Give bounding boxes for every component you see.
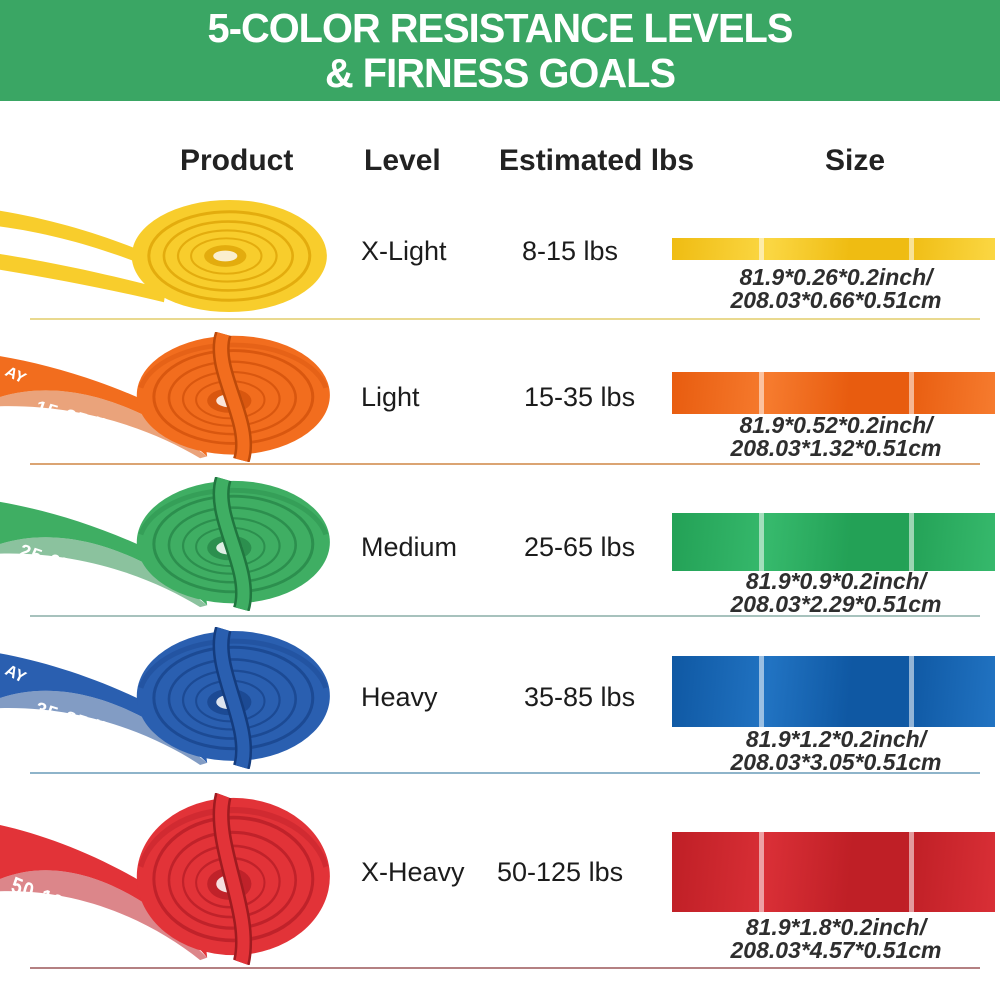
- estimated-lbs-value: 50-125 lbs: [497, 857, 624, 887]
- green-band-image: 25-65 lbs: [0, 477, 330, 611]
- size-caption: 81.9*0.26*0.2inch/ 208.03*0.66*0.51cm: [660, 266, 1000, 312]
- header-banner: 5-COLOR RESISTANCE LEVELS & FIRNESS GOAL…: [0, 0, 1000, 101]
- size-strip-blue: [672, 656, 995, 727]
- size-caption: 81.9*1.8*0.2inch/ 208.03*4.57*0.51cm: [660, 916, 1000, 962]
- page-title-line-1: 5-COLOR RESISTANCE LEVELS: [207, 4, 794, 51]
- band-brand-text: AY: [2, 661, 29, 687]
- size-inch: 81.9*1.8*0.2inch/: [745, 914, 927, 940]
- size-caption: 81.9*0.9*0.2inch/ 208.03*2.29*0.51cm: [660, 570, 1000, 616]
- size-inch: 81.9*0.52*0.2inch/: [739, 412, 933, 438]
- row-divider: [30, 318, 980, 320]
- level-label: X-Light: [361, 236, 447, 266]
- estimated-lbs-value: 15-35 lbs: [524, 382, 636, 412]
- red-band-image: 50-125 lbs: [0, 793, 330, 965]
- size-cm: 208.03*0.66*0.51cm: [730, 287, 942, 313]
- size-caption: 81.9*0.52*0.2inch/ 208.03*1.32*0.51cm: [660, 414, 1000, 460]
- estimated-lbs-value: 35-85 lbs: [524, 682, 636, 712]
- size-inch: 81.9*1.2*0.2inch/: [745, 726, 927, 752]
- column-header-estimated-lbs: Estimated lbs: [499, 144, 695, 177]
- column-header-product: Product: [180, 144, 294, 177]
- size-cm: 208.03*3.05*0.51cm: [730, 749, 942, 775]
- column-header-level: Level: [364, 144, 441, 177]
- strip-break: [909, 832, 915, 912]
- strip-break: [759, 832, 765, 912]
- row-divider: [30, 967, 980, 969]
- band-brand-text: AY: [2, 364, 29, 388]
- size-cm: 208.03*1.32*0.51cm: [730, 435, 942, 461]
- band-photo-blue: AY 35-85 lbs: [0, 627, 352, 769]
- estimated-lbs-value: 8-15 lbs: [522, 236, 619, 266]
- column-header-size: Size: [825, 144, 886, 177]
- band-photo-yellow: [0, 197, 352, 315]
- size-caption: 81.9*1.2*0.2inch/ 208.03*3.05*0.51cm: [660, 728, 1000, 774]
- level-label: Medium: [361, 532, 458, 562]
- page-title-line-2: & FIRNESS GOALS: [324, 49, 676, 96]
- band-print-text: 25-65 lbs: [17, 540, 110, 587]
- band-print-text: 50-125 lbs: [9, 872, 113, 938]
- level-label: X-Heavy: [361, 857, 465, 887]
- strip-break: [909, 372, 915, 414]
- band-photo-orange: AY 15-35 lbs: [0, 332, 352, 462]
- strip-break: [759, 513, 765, 571]
- size-cm: 208.03*4.57*0.51cm: [730, 937, 942, 963]
- strip-break: [909, 513, 915, 571]
- size-strip-green: [672, 513, 995, 571]
- level-label: Heavy: [361, 682, 438, 712]
- level-label: Light: [361, 382, 420, 412]
- yellow-band-image: [0, 199, 327, 313]
- size-strip-yellow: [672, 238, 995, 260]
- size-strip-red: [672, 832, 995, 912]
- size-strip-orange: [672, 372, 995, 414]
- row-divider: [30, 463, 980, 465]
- band-photo-red: 50-125 lbs: [0, 793, 352, 965]
- orange-band-image: AY 15-35 lbs: [0, 332, 330, 462]
- estimated-lbs-value: 25-65 lbs: [524, 532, 636, 562]
- size-inch: 81.9*0.26*0.2inch/: [739, 264, 933, 290]
- strip-break: [759, 656, 765, 727]
- blue-band-image: AY 35-85 lbs: [0, 627, 330, 769]
- strip-break: [759, 372, 765, 414]
- band-print-text: 15-35 lbs: [33, 396, 126, 440]
- band-photo-green: 25-65 lbs: [0, 477, 352, 611]
- size-cm: 208.03*2.29*0.51cm: [730, 591, 942, 617]
- strip-break: [909, 238, 915, 260]
- strip-break: [759, 238, 765, 260]
- strip-break: [909, 656, 915, 727]
- band-print-text: 35-85 lbs: [33, 699, 126, 746]
- size-inch: 81.9*0.9*0.2inch/: [745, 568, 927, 594]
